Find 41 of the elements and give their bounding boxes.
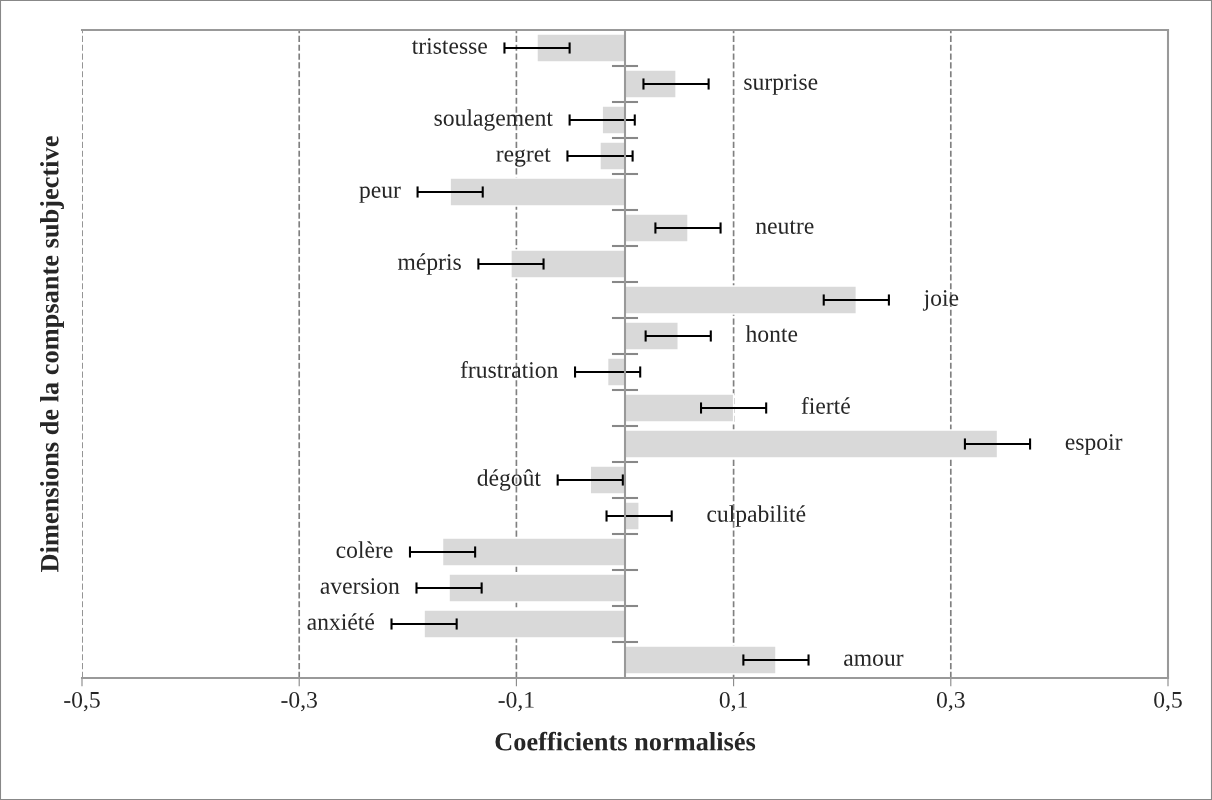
y-tick-label: culpabilité <box>707 505 806 527</box>
x-tick-label: 0,5 <box>1154 691 1182 712</box>
y-tick-label: fierté <box>801 397 850 414</box>
bar <box>624 213 689 243</box>
y-axis-title: Dimensions de la compsante subjective <box>40 136 64 572</box>
bar <box>624 393 735 423</box>
y-tick-label: amour <box>844 654 904 666</box>
bar <box>510 249 626 279</box>
x-tick-label: -0,5 <box>64 691 100 712</box>
x-tick-label: -0,1 <box>498 691 534 712</box>
y-tick-label: aversion <box>320 578 400 594</box>
y-tick-label: regret <box>496 148 551 167</box>
y-tick-label: honte <box>745 325 798 342</box>
y-tick-label: frustration <box>460 361 559 378</box>
y-tick-label: surprise <box>744 74 818 95</box>
y-tick-label: espoir <box>1065 434 1123 455</box>
bar <box>448 573 626 603</box>
x-axis-title: Coefficients normalisés <box>495 731 756 751</box>
y-tick-label: neutre <box>755 220 814 234</box>
bar <box>624 285 858 315</box>
x-tick-label: 0,1 <box>719 691 747 712</box>
y-tick-label: joie <box>922 290 959 311</box>
y-tick-label: tristesse <box>411 38 487 54</box>
x-tick-label: -0,3 <box>281 691 317 712</box>
y-tick-label: colère <box>336 541 393 558</box>
bar <box>423 609 626 639</box>
bar <box>624 645 777 675</box>
y-tick-label: mépris <box>397 253 461 275</box>
bar <box>624 429 999 459</box>
bar <box>599 141 626 171</box>
bar <box>441 537 626 567</box>
y-tick-label: peur <box>359 186 401 203</box>
bar <box>601 105 626 135</box>
x-tick-label: 0,3 <box>936 691 965 712</box>
bar <box>536 33 626 63</box>
y-tick-label: soulagement <box>434 109 553 131</box>
y-tick-label: anxiété <box>307 613 375 630</box>
bar <box>624 69 677 99</box>
y-tick-label: dégoût <box>477 469 541 491</box>
bar <box>624 321 679 351</box>
bar <box>449 177 626 207</box>
